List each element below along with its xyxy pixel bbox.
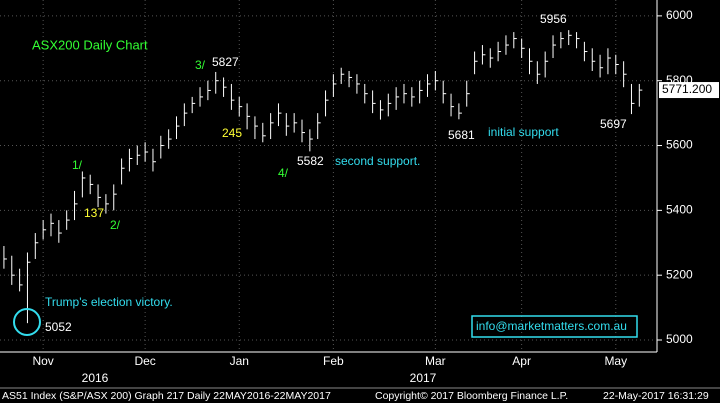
annotation: initial support — [488, 125, 559, 139]
y-tick-label: 6000 — [666, 8, 693, 22]
footer-text: AS51 Index (S&P/ASX 200) Graph 217 Daily… — [2, 390, 331, 402]
annotation: second support. — [335, 154, 420, 168]
x-tick-label: Nov — [32, 354, 53, 368]
y-tick-label: 5200 — [666, 267, 693, 281]
year-label: 2017 — [410, 371, 437, 385]
price-bars — [3, 30, 643, 324]
x-tick-label: May — [604, 354, 627, 368]
annotation: 3/ — [195, 58, 206, 72]
last-price-box — [659, 82, 719, 99]
highlight-circle — [13, 308, 41, 336]
annotation: 5956 — [540, 12, 567, 26]
annotation: 137 — [84, 206, 104, 220]
info-email: info@marketmatters.com.au — [476, 319, 627, 333]
annotation: 2/ — [110, 218, 121, 232]
x-tick-label: Mar — [425, 354, 446, 368]
x-tick-label: Dec — [134, 354, 155, 368]
annotation: 5582 — [297, 154, 324, 168]
last-price-label: 5771.200 — [662, 82, 712, 96]
x-tick-label: Apr — [512, 354, 531, 368]
annotation: Trump's election victory. — [45, 295, 173, 309]
footer-text: 22-May-2017 16:31:29 — [603, 390, 709, 402]
footer-text: Copyright© 2017 Bloomberg Finance L.P. — [375, 390, 568, 402]
annotation: 4/ — [278, 166, 289, 180]
y-tick-label: 5600 — [666, 138, 693, 152]
y-tick-label: 5000 — [666, 332, 693, 346]
chart-title: ASX200 Daily Chart — [32, 37, 148, 52]
info-box — [471, 315, 638, 338]
x-tick-label: Feb — [323, 354, 344, 368]
annotation: 245 — [222, 126, 242, 140]
annotation: 5052 — [45, 320, 72, 334]
year-label: 2016 — [82, 371, 109, 385]
annotation: 1/ — [72, 158, 83, 172]
annotation: 5827 — [212, 55, 239, 69]
y-tick-label: 5400 — [666, 203, 693, 217]
x-tick-label: Jan — [230, 354, 249, 368]
annotation: 5697 — [600, 117, 627, 131]
annotation: 5681 — [448, 128, 475, 142]
grid — [0, 0, 655, 352]
